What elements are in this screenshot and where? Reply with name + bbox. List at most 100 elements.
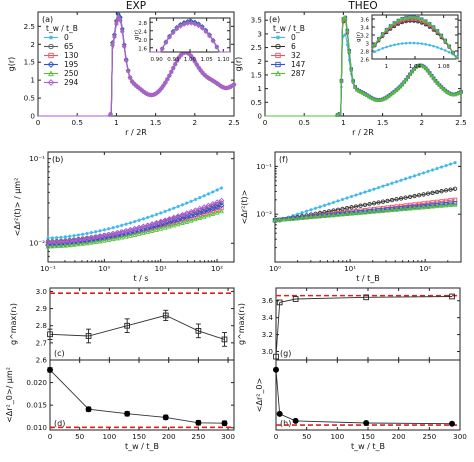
series-line: [47, 210, 222, 247]
data-point: [193, 197, 198, 202]
data-point: [435, 166, 439, 171]
x-tick-label: 300: [453, 432, 467, 441]
data-point: [272, 217, 278, 223]
data-point: [94, 230, 98, 234]
y-tick-label: 2.6: [360, 58, 369, 64]
data-point: [412, 174, 417, 178]
data-point: [163, 209, 167, 214]
y-tick-label: 10⁻¹: [256, 162, 272, 171]
data-point: [430, 168, 435, 172]
y-tick-label: 3.4: [360, 26, 369, 32]
data-point: [207, 33, 212, 39]
data-point: [448, 202, 453, 207]
data-point: [349, 205, 354, 210]
data-point: [433, 78, 438, 83]
data-point: [404, 17, 408, 22]
data-point: [300, 211, 304, 215]
data-point: [344, 33, 347, 37]
data-point: [380, 199, 386, 204]
data-point: [432, 44, 435, 48]
y-tick-label: 3.6: [360, 18, 369, 24]
panel-label: (h): [280, 419, 291, 428]
data-point: [115, 224, 120, 229]
y-axis-label: g^max(r₁): [237, 303, 246, 345]
data-point: [318, 205, 322, 209]
data-point: [290, 215, 296, 221]
data-point: [231, 82, 237, 87]
data-point: [408, 41, 412, 45]
data-point: [308, 214, 314, 220]
data-point: [215, 188, 219, 192]
data-point: [408, 19, 412, 23]
x-tick-label: 10⁰: [269, 264, 281, 273]
data-point: [80, 232, 85, 236]
data-point: [423, 18, 428, 23]
inset: 0.90 0.95 1.00 1.05 1.10 1.6 2.0 2.4 2.8 g(r): [134, 17, 231, 63]
y-tick-label: 3.2: [262, 330, 273, 339]
data-point: [66, 240, 73, 247]
y-tick-label: 2.5: [24, 22, 35, 31]
data-point: [162, 217, 168, 223]
y-tick-label: 2.8: [138, 21, 147, 27]
y-tick-label: 1.6: [138, 46, 147, 52]
panel-label: (d): [54, 419, 65, 428]
data-point: [125, 68, 131, 74]
y-tick-label: 0.015: [26, 401, 47, 410]
data-point: [389, 197, 395, 203]
data-point: [331, 212, 336, 218]
data-point: [151, 92, 157, 98]
data-point: [427, 21, 432, 26]
data-point: [154, 227, 159, 232]
data-point: [363, 190, 367, 194]
data-point: [140, 230, 146, 235]
data-point: [439, 202, 444, 208]
data-point: [292, 417, 299, 424]
x-tick-label: 2: [193, 118, 198, 127]
data-point: [362, 202, 368, 208]
x-tick-label: 10⁻¹: [40, 264, 56, 273]
legend-label: 250: [64, 69, 79, 78]
x-tick-label: 50: [302, 432, 312, 441]
data-point: [157, 88, 162, 93]
data-point: [137, 218, 141, 222]
data-point: [210, 38, 216, 44]
data-point: [371, 201, 377, 206]
data-point: [349, 210, 354, 216]
data-point: [174, 58, 180, 64]
x-tick-label: 10¹: [344, 264, 356, 273]
data-point: [180, 203, 185, 207]
x-tick-label: 50: [75, 432, 85, 441]
x-tick-label: 200: [162, 432, 176, 441]
data-point: [162, 224, 168, 230]
legend-label: 65: [64, 42, 74, 51]
data-point: [45, 243, 51, 249]
x-tick-label: 2.5: [455, 118, 466, 127]
data-point: [66, 238, 73, 244]
data-point: [406, 74, 411, 79]
data-point: [408, 17, 412, 21]
data-point: [403, 195, 408, 200]
data-point: [400, 42, 404, 45]
data-point: [72, 234, 76, 238]
data-point: [299, 215, 305, 220]
x-tick-label: 100: [330, 432, 344, 441]
data-point: [162, 414, 169, 421]
data-point: [107, 227, 111, 231]
data-point: [111, 225, 115, 230]
data-point: [443, 38, 448, 43]
data-point: [385, 207, 390, 213]
data-point: [398, 84, 403, 89]
legend-label: 0: [291, 33, 296, 42]
y-tick-label: 2.0: [138, 38, 147, 44]
data-point: [437, 82, 442, 87]
data-point: [196, 65, 202, 71]
y-tick-label: 3.2: [360, 34, 369, 40]
data-point: [190, 55, 196, 61]
data-point: [396, 86, 401, 91]
data-point: [443, 201, 449, 207]
data-point: [144, 222, 151, 229]
data-point: [154, 212, 159, 217]
y-tick-label: 3.0: [36, 287, 48, 296]
data-point: [292, 296, 299, 302]
data-point: [440, 47, 443, 51]
